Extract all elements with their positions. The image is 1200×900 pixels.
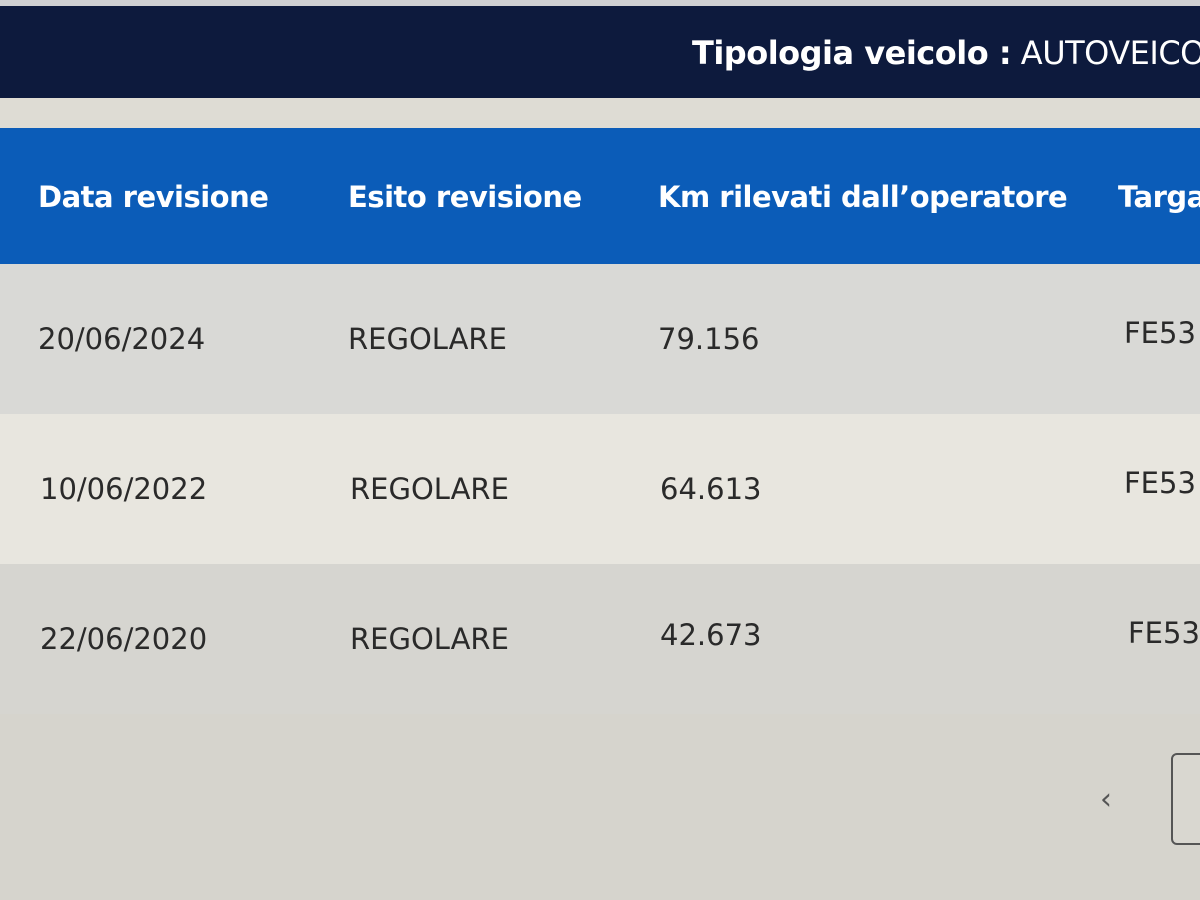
column-header-km: Km rilevati dall’operatore [658, 180, 1068, 214]
cell-data: 22/06/2020 [40, 622, 208, 656]
table-row: 22/06/2020 REGOLARE 42.673 FE53 [0, 564, 1200, 714]
vehicle-type-value: AUTOVEICOLO [1020, 34, 1200, 72]
cell-esito: REGOLARE [350, 472, 509, 506]
table-header: Data revisione Esito revisione Km rileva… [0, 128, 1200, 264]
vehicle-header: Tipologia veicolo : AUTOVEICOLO [0, 6, 1200, 98]
cell-esito: REGOLARE [350, 622, 509, 656]
cell-km: 42.673 [660, 618, 762, 652]
cell-esito: REGOLARE [348, 322, 507, 356]
cell-data: 20/06/2024 [38, 322, 206, 356]
cell-targa: FE53 [1128, 616, 1200, 650]
top-strip [0, 0, 1200, 6]
vehicle-type: Tipologia veicolo : AUTOVEICOLO [692, 34, 1200, 72]
column-header-targa: Targa [1118, 180, 1200, 214]
chevron-left-icon[interactable]: ‹ [1100, 782, 1112, 817]
cell-targa: FE53 [1124, 316, 1196, 350]
cell-km: 64.613 [660, 472, 762, 506]
spacer [0, 98, 1200, 128]
column-header-esito: Esito revisione [348, 180, 582, 214]
cell-data: 10/06/2022 [40, 472, 208, 506]
cell-km: 79.156 [658, 322, 760, 356]
cell-targa: FE53 [1124, 466, 1196, 500]
vehicle-type-label: Tipologia veicolo : [692, 34, 1012, 72]
page-number-button[interactable] [1171, 753, 1200, 845]
column-header-data: Data revisione [38, 180, 269, 214]
table-row: 10/06/2022 REGOLARE 64.613 FE53 [0, 414, 1200, 564]
table-row: 20/06/2024 REGOLARE 79.156 FE53 [0, 264, 1200, 414]
